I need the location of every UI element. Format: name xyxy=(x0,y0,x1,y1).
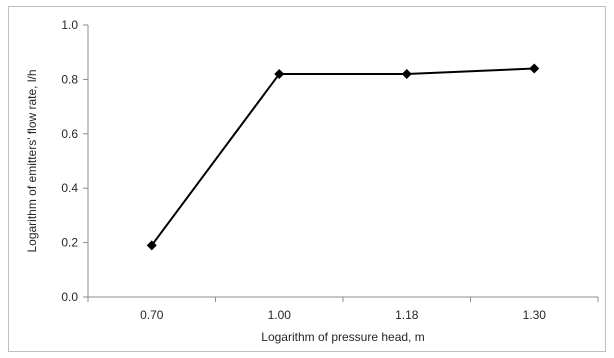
y-tick-label: 0.4 xyxy=(61,181,78,195)
y-tick-label: 0.8 xyxy=(61,72,78,86)
y-tick-label: 1.0 xyxy=(61,18,78,32)
data-point-marker xyxy=(401,68,412,79)
chart-area xyxy=(8,6,606,352)
y-tick-label: 0.0 xyxy=(61,290,78,304)
y-axis-ticks: 0.0 0.2 0.4 0.6 0.8 1.0 xyxy=(61,18,88,304)
data-point-marker xyxy=(274,68,285,79)
data-point-marker xyxy=(529,63,540,74)
y-tick-label: 0.6 xyxy=(61,127,78,141)
y-axis-title: Logarithm of emitters' flow rate, l/h xyxy=(25,69,39,252)
x-axis-ticks: 0.70 1.00 1.18 1.30 xyxy=(87,297,599,322)
series-markers xyxy=(146,63,540,251)
y-tick-label: 0.2 xyxy=(61,236,78,250)
x-tick-label: 1.30 xyxy=(523,308,547,322)
series-line xyxy=(150,67,535,246)
x-axis-title: Logarithm of pressure head, m xyxy=(261,330,424,344)
x-tick-label: 1.00 xyxy=(268,308,292,322)
x-tick-label: 0.70 xyxy=(140,308,164,322)
data-point-marker xyxy=(146,240,157,251)
x-tick-label: 1.18 xyxy=(395,308,419,322)
